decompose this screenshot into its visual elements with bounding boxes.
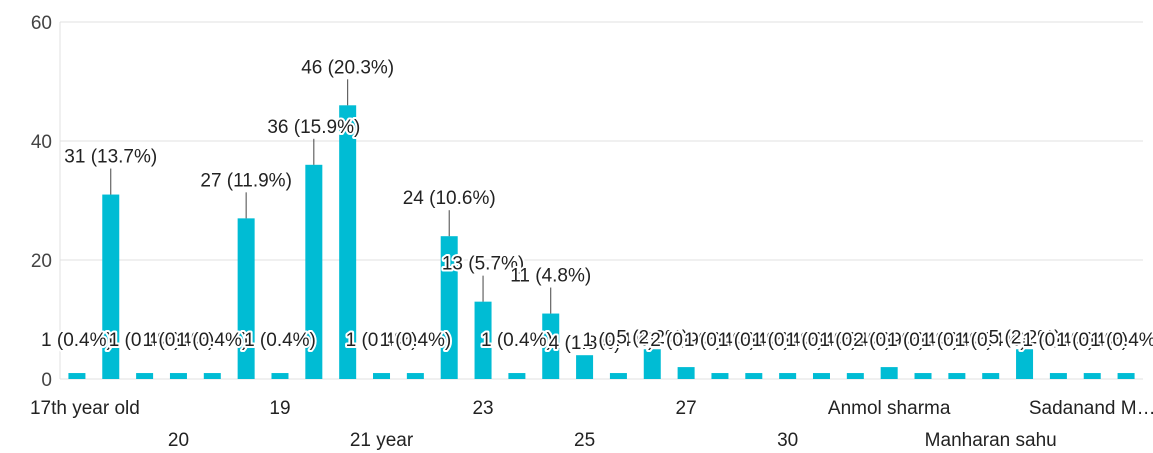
data-label: 1 (0.4%) xyxy=(786,330,858,351)
data-label: 1 (0.4%) xyxy=(1022,330,1094,351)
data-label: 11 (4.8%) xyxy=(510,266,591,287)
y-tick-label: 20 xyxy=(31,251,52,272)
data-label: 27 (11.9%) xyxy=(200,170,292,191)
bar[interactable] xyxy=(880,367,898,379)
bar[interactable] xyxy=(576,355,594,379)
bar[interactable] xyxy=(643,349,661,379)
bar[interactable] xyxy=(1083,373,1101,379)
data-label: 1 (0.4%) xyxy=(176,330,248,351)
data-label: 1 (0.4%) xyxy=(109,330,181,351)
data-label: 1 (0.4%) xyxy=(41,330,113,351)
data-label: 13 (5.7%) xyxy=(442,254,524,275)
data-label: 1 (0.4%) xyxy=(583,330,655,351)
x-tick-label: 23 xyxy=(472,398,493,419)
data-label: 1 (0.4%) xyxy=(684,330,756,351)
data-label: 1 (0.4%) xyxy=(346,330,418,351)
bar[interactable] xyxy=(136,373,154,379)
bar[interactable] xyxy=(1016,349,1034,379)
x-tick-label: Sadanand M… xyxy=(1029,398,1153,419)
data-label: 1 (0.4%) xyxy=(752,330,824,351)
bar[interactable] xyxy=(237,218,255,379)
x-axis-ticks: 17th year old 20 19 21 year 23 25 27 30 Anmol sh… xyxy=(30,398,1153,451)
bar[interactable] xyxy=(305,164,323,379)
bar[interactable] xyxy=(745,373,763,379)
bar[interactable] xyxy=(1117,373,1135,379)
data-labels: 1 (0.4%)31 (13.7%)1 (0.4%)1 (0.4%)1 (0.4… xyxy=(39,55,1153,356)
data-label: 24 (10.6%) xyxy=(403,188,496,209)
bar[interactable] xyxy=(948,373,966,379)
gridlines xyxy=(59,21,1143,380)
data-label: 36 (15.9%) xyxy=(267,117,360,138)
x-tick-label: 20 xyxy=(168,430,189,451)
bar[interactable] xyxy=(982,373,1000,379)
bar[interactable] xyxy=(846,373,864,379)
y-tick-label: 0 xyxy=(41,370,52,391)
x-tick-label: 19 xyxy=(269,398,290,419)
y-tick-label: 60 xyxy=(31,13,52,34)
bar[interactable] xyxy=(542,313,560,379)
bar[interactable] xyxy=(373,373,391,379)
data-label: 5 (2.2%) xyxy=(989,327,1061,348)
data-label: 46 (20.3%) xyxy=(301,57,394,78)
bar[interactable] xyxy=(779,373,797,379)
bar[interactable] xyxy=(1049,373,1067,379)
data-label: 5 (2.2%) xyxy=(616,327,688,348)
x-tick-label: 27 xyxy=(676,398,697,419)
data-label: 1 (0.4%) xyxy=(887,330,959,351)
data-label: 1 (0.4%) xyxy=(921,330,993,351)
y-tick-label: 40 xyxy=(31,132,52,153)
bar[interactable] xyxy=(68,373,86,379)
x-tick-label: 17th year old xyxy=(30,398,140,419)
data-label: 1 (0.4%) xyxy=(379,330,451,351)
data-label: 1 (0.4%) xyxy=(481,330,553,351)
data-label: 1 (0.4%) xyxy=(1056,330,1128,351)
bar[interactable] xyxy=(203,373,221,379)
data-label: 1 (0.4%) xyxy=(819,330,891,351)
data-label: 1 (0.4%) xyxy=(955,330,1027,351)
bars xyxy=(68,105,1135,380)
x-tick-label: 30 xyxy=(777,430,798,451)
bar[interactable] xyxy=(609,373,627,379)
bar[interactable] xyxy=(677,367,695,379)
data-label: 1 (0.4%) xyxy=(1090,330,1153,351)
bar[interactable] xyxy=(339,105,357,380)
bar[interactable] xyxy=(102,194,120,379)
x-tick-label: Manharan sahu xyxy=(925,430,1057,451)
data-label: 4 (1.8%) xyxy=(549,333,621,354)
data-label: 1 (0.4%) xyxy=(143,330,215,351)
bar[interactable] xyxy=(711,373,729,379)
data-label: 2 (0.9%) xyxy=(853,330,925,351)
y-axis-ticks: 0 20 40 60 xyxy=(31,13,52,391)
bar[interactable] xyxy=(271,373,289,379)
data-label: 1 (0.4%) xyxy=(718,330,790,351)
data-label: 31 (13.7%) xyxy=(64,147,157,168)
data-label: 2 (0.9%) xyxy=(650,330,722,351)
bar[interactable] xyxy=(508,373,526,379)
bar[interactable] xyxy=(440,236,458,379)
x-tick-label: 25 xyxy=(574,430,595,451)
bar[interactable] xyxy=(169,373,187,379)
x-tick-label: 21 year xyxy=(350,430,414,451)
bar[interactable] xyxy=(812,373,830,379)
bar[interactable] xyxy=(914,373,932,379)
bar[interactable] xyxy=(474,301,492,379)
data-label: 1 (0.4%) xyxy=(244,330,316,351)
x-tick-label: Anmol sharma xyxy=(828,398,951,419)
bar[interactable] xyxy=(406,373,424,379)
